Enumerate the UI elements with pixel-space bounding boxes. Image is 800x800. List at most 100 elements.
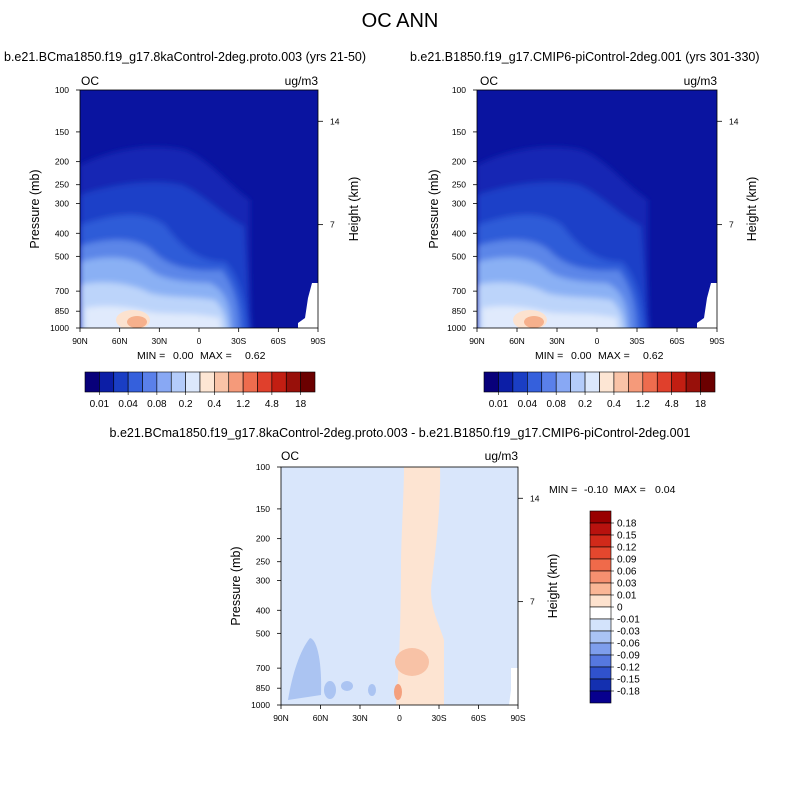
diff-units-label: ug/m3: [485, 449, 519, 463]
left-colorbar-swatch-11: [242, 371, 258, 393]
diff-negative-lobe-1: [288, 638, 322, 700]
left-colorbar-swatch-3: [127, 371, 143, 393]
diff-positive-column: [396, 467, 444, 705]
diff-colorbar-label-0-01: -0.01: [617, 615, 640, 626]
left-pressure-label-300: 300: [55, 199, 69, 209]
right-colorbar: 0.01 0.04 0.08 0.2 0.4 1.2 4.8 18: [483, 371, 716, 410]
right-colorbar-label-0-01: 0.01: [489, 399, 509, 410]
diff-colorbar-label-0-09: -0.09: [617, 651, 640, 662]
left-colorbar-swatch-13: [271, 371, 287, 393]
right-pressure-label-100: 100: [452, 85, 466, 95]
left-units-label: ug/m3: [285, 74, 319, 88]
left-variable-label: OC: [81, 74, 99, 88]
diff-lat-label-0: 0: [397, 713, 402, 723]
diff-colorbar-swatch-3: [589, 546, 612, 560]
left-colorbar-swatch-2: [113, 371, 129, 393]
right-colorbar-swatch-9: [613, 371, 629, 393]
right-height-label-7: 7: [729, 220, 734, 230]
diff-panel-title: b.e21.BCma1850.f19_g17.8kaControl-2deg.p…: [110, 426, 691, 440]
diff-pressure-label-500: 500: [256, 628, 270, 638]
left-min-value: 0.00: [173, 350, 194, 362]
left-colorbar-swatch-14: [285, 371, 301, 393]
diff-colorbar-label-0-01: 0.01: [617, 591, 637, 602]
right-colorbar-label-0-08: 0.08: [546, 399, 566, 410]
diff-colorbar-swatch-15: [589, 690, 612, 704]
right-colorbar-swatch-0: [483, 371, 499, 393]
diff-max-label: MAX =: [614, 484, 646, 496]
left-pressure-label-1000: 1000: [50, 323, 69, 333]
diff-lat-label-90N: 90N: [273, 713, 289, 723]
right-colorbar-swatch-1: [498, 371, 514, 393]
diff-max-value: 0.04: [655, 484, 676, 496]
right-contour-field: [477, 90, 717, 328]
left-panel-title: b.e21.BCma1850.f19_g17.8kaControl-2deg.p…: [4, 50, 366, 64]
diff-colorbar-label-0-15: -0.15: [617, 675, 640, 686]
left-pressure-label-500: 500: [55, 251, 69, 261]
right-max-label: MAX =: [598, 350, 630, 362]
diff-colorbar-label-0-09: 0.09: [617, 555, 637, 566]
diff-colorbar-swatch-1: [589, 522, 612, 536]
right-pressure-label-300: 300: [452, 199, 466, 209]
left-colorbar-swatch-6: [170, 371, 186, 393]
diff-colorbar-swatch-11: [589, 642, 612, 656]
diff-negative-lobe-2: [324, 681, 336, 699]
left-colorbar-swatch-12: [257, 371, 273, 393]
right-variable-label: OC: [480, 74, 498, 88]
diff-colorbar-swatch-14: [589, 678, 612, 692]
diff-height-label-14: 14: [530, 493, 540, 503]
left-pressure-label-150: 150: [55, 127, 69, 137]
left-colorbar-swatch-4: [142, 371, 158, 393]
diff-colorbar-label-0-18: 0.18: [617, 519, 637, 530]
left-colorbar-label-18: 18: [295, 399, 307, 410]
left-missing-data: [298, 283, 318, 328]
diff-y-axis-label: Pressure (mb): [229, 546, 243, 625]
left-lat-label-30N: 30N: [152, 336, 168, 346]
right-colorbar-swatch-5: [555, 371, 571, 393]
diff-pressure-label-400: 400: [256, 605, 270, 615]
diff-colorbar-label-0-18: -0.18: [617, 687, 640, 698]
left-lat-label-0: 0: [197, 336, 202, 346]
diff-panel: b.e21.BCma1850.f19_g17.8kaControl-2deg.p…: [110, 426, 691, 723]
right-y2-axis-label: Height (km): [745, 177, 759, 242]
right-min-label: MIN =: [535, 350, 563, 362]
diff-colorbar-swatch-5: [589, 570, 612, 584]
diff-lat-label-60N: 60N: [313, 713, 329, 723]
right-panel: b.e21.B1850.f19_g17.CMIP6-piControl-2deg…: [410, 50, 760, 410]
right-lat-label-60S: 60S: [669, 336, 684, 346]
right-pressure-label-150: 150: [452, 127, 466, 137]
left-colorbar-label-0-4: 0.4: [207, 399, 221, 410]
left-colorbar-swatch-5: [156, 371, 172, 393]
diff-colorbar-label-0: 0: [617, 603, 623, 614]
right-colorbar-swatch-2: [512, 371, 528, 393]
diff-lat-label-30S: 30S: [431, 713, 446, 723]
figure-title: OC ANN: [361, 10, 439, 32]
right-colorbar-label-0-2: 0.2: [578, 399, 592, 410]
right-pressure-label-400: 400: [452, 228, 466, 238]
diff-colorbar-label-0-03: -0.03: [617, 627, 640, 638]
diff-colorbar-label-0-15: 0.15: [617, 531, 637, 542]
left-y2-axis-label: Height (km): [347, 177, 361, 242]
left-lat-label-90S: 90S: [310, 336, 325, 346]
right-y-axis-label: Pressure (mb): [427, 169, 441, 248]
right-lat-label-90S: 90S: [709, 336, 724, 346]
diff-colorbar-label-0-06: -0.06: [617, 639, 640, 650]
left-colorbar-swatch-0: [84, 371, 100, 393]
right-height-label-14: 14: [729, 116, 739, 126]
diff-positive-spot: [394, 684, 402, 700]
diff-pressure-label-150: 150: [256, 504, 270, 514]
left-lat-label-90N: 90N: [72, 336, 88, 346]
left-height-label-14: 14: [330, 116, 340, 126]
right-pressure-label-850: 850: [452, 306, 466, 316]
diff-pressure-label-200: 200: [256, 534, 270, 544]
left-colorbar-label-1-2: 1.2: [236, 399, 250, 410]
diff-pressure-label-300: 300: [256, 576, 270, 586]
left-lat-label-30S: 30S: [231, 336, 246, 346]
diff-pressure-label-1000: 1000: [251, 700, 270, 710]
right-colorbar-swatch-12: [656, 371, 672, 393]
left-contour-field: [80, 90, 318, 328]
left-colorbar: 0.01 0.04 0.08 0.2 0.4 1.2 4.8 18: [84, 371, 316, 410]
diff-lat-label-90S: 90S: [510, 713, 525, 723]
diff-negative-lobe-3: [341, 681, 353, 691]
right-colorbar-label-0-4: 0.4: [607, 399, 621, 410]
right-colorbar-swatch-4: [541, 371, 557, 393]
